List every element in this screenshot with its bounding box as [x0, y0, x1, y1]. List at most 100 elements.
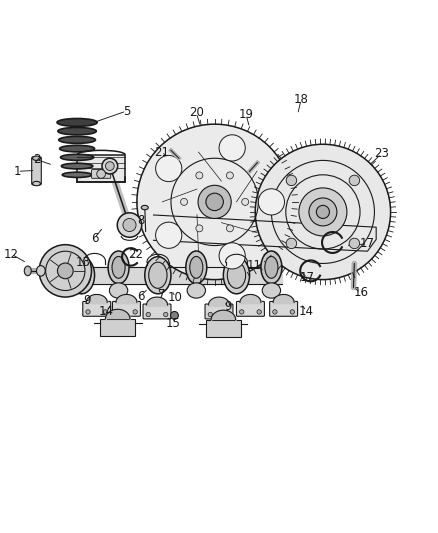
Text: 11: 11 — [247, 259, 261, 272]
Circle shape — [106, 161, 114, 171]
Circle shape — [133, 310, 138, 314]
FancyBboxPatch shape — [92, 169, 111, 179]
Text: 1: 1 — [14, 165, 21, 178]
Circle shape — [349, 238, 360, 249]
Circle shape — [219, 135, 245, 161]
Text: 17: 17 — [300, 271, 314, 284]
Text: 22: 22 — [127, 248, 143, 261]
Circle shape — [290, 310, 294, 314]
Ellipse shape — [223, 257, 250, 294]
Ellipse shape — [265, 256, 278, 278]
Circle shape — [208, 312, 212, 317]
Circle shape — [155, 222, 182, 248]
FancyBboxPatch shape — [237, 302, 265, 316]
Circle shape — [116, 310, 120, 314]
Ellipse shape — [108, 251, 129, 284]
Ellipse shape — [186, 251, 207, 284]
Text: 13: 13 — [75, 256, 90, 269]
Ellipse shape — [72, 262, 91, 288]
Text: 14: 14 — [99, 304, 114, 318]
Polygon shape — [100, 319, 135, 336]
Ellipse shape — [68, 257, 95, 294]
Circle shape — [117, 213, 142, 237]
Text: 9: 9 — [83, 294, 91, 307]
Ellipse shape — [36, 265, 45, 276]
Text: 8: 8 — [138, 214, 145, 227]
Ellipse shape — [261, 251, 282, 284]
Text: 17: 17 — [360, 237, 375, 251]
Circle shape — [258, 189, 285, 215]
Text: 18: 18 — [293, 93, 308, 106]
Text: 6: 6 — [137, 290, 144, 303]
Ellipse shape — [110, 283, 128, 298]
Ellipse shape — [24, 266, 31, 276]
Ellipse shape — [32, 181, 40, 185]
Circle shape — [219, 243, 245, 269]
Ellipse shape — [57, 118, 97, 126]
FancyBboxPatch shape — [32, 157, 41, 185]
Ellipse shape — [141, 205, 148, 210]
Circle shape — [257, 310, 261, 314]
Text: 23: 23 — [374, 147, 389, 160]
Circle shape — [170, 311, 178, 319]
Text: 10: 10 — [168, 290, 183, 304]
Text: 9: 9 — [224, 300, 231, 313]
Ellipse shape — [61, 163, 93, 169]
Circle shape — [196, 225, 203, 232]
FancyBboxPatch shape — [113, 302, 141, 316]
Circle shape — [316, 205, 329, 219]
Text: 16: 16 — [353, 286, 368, 299]
Ellipse shape — [32, 156, 40, 160]
Circle shape — [226, 172, 233, 179]
Circle shape — [206, 193, 223, 211]
Ellipse shape — [60, 154, 94, 160]
Ellipse shape — [60, 146, 95, 152]
Text: 19: 19 — [239, 108, 254, 121]
Ellipse shape — [262, 283, 281, 298]
FancyBboxPatch shape — [77, 155, 125, 182]
Circle shape — [226, 225, 233, 232]
Circle shape — [86, 310, 90, 314]
Circle shape — [102, 158, 118, 174]
Circle shape — [155, 156, 182, 182]
Text: 12: 12 — [4, 248, 19, 261]
Circle shape — [103, 310, 108, 314]
Circle shape — [137, 124, 292, 280]
FancyBboxPatch shape — [205, 304, 233, 319]
Text: 2: 2 — [33, 153, 40, 166]
Text: 7: 7 — [158, 288, 165, 301]
Text: 14: 14 — [299, 304, 314, 318]
Polygon shape — [206, 320, 241, 337]
FancyBboxPatch shape — [83, 302, 111, 316]
Text: 21: 21 — [154, 146, 169, 159]
Circle shape — [123, 219, 136, 231]
Ellipse shape — [112, 256, 125, 278]
Circle shape — [349, 175, 360, 185]
Ellipse shape — [149, 262, 167, 288]
Circle shape — [180, 198, 187, 205]
Ellipse shape — [58, 127, 96, 135]
Ellipse shape — [190, 256, 203, 278]
Circle shape — [39, 245, 92, 297]
Circle shape — [196, 172, 203, 179]
Ellipse shape — [62, 172, 92, 177]
Circle shape — [309, 198, 337, 226]
Ellipse shape — [59, 136, 95, 143]
Circle shape — [286, 238, 297, 249]
Circle shape — [146, 312, 150, 317]
Circle shape — [97, 169, 106, 179]
Circle shape — [273, 310, 277, 314]
FancyBboxPatch shape — [270, 302, 297, 316]
Ellipse shape — [145, 257, 171, 294]
Circle shape — [240, 310, 244, 314]
Ellipse shape — [227, 262, 246, 288]
Circle shape — [163, 312, 168, 317]
FancyBboxPatch shape — [143, 304, 171, 319]
Text: 6: 6 — [91, 232, 98, 245]
Circle shape — [198, 185, 231, 219]
Circle shape — [255, 144, 391, 280]
Ellipse shape — [187, 283, 205, 298]
Text: 20: 20 — [189, 106, 204, 119]
Text: 5: 5 — [123, 104, 130, 118]
Circle shape — [57, 263, 73, 279]
